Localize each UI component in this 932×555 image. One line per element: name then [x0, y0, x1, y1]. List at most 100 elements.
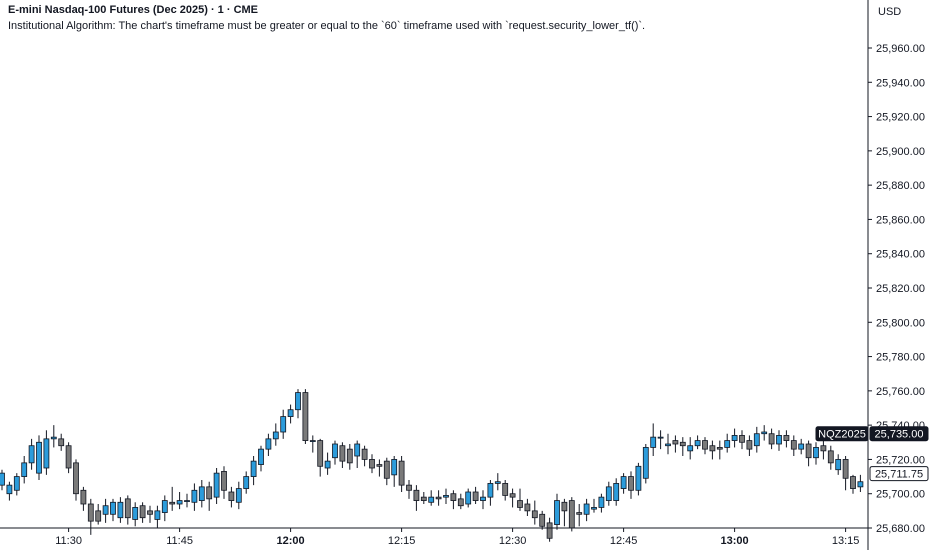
candle-body-up — [761, 431, 768, 435]
candle-body-down — [472, 491, 479, 501]
candle — [0, 469, 5, 491]
candle-body-down — [206, 486, 213, 500]
price-label-box — [869, 466, 929, 482]
candle-body-down — [509, 493, 516, 498]
candle-body-down — [80, 489, 87, 505]
candle — [65, 442, 72, 474]
candle-body-up — [21, 462, 28, 477]
price-tick-label: 25,960.00 — [876, 43, 925, 55]
candle — [332, 440, 338, 465]
candle — [58, 433, 65, 451]
candle-body-up — [598, 496, 605, 508]
candle-body-up — [43, 438, 50, 469]
candle — [243, 471, 250, 494]
candle-body-up — [694, 440, 701, 447]
candle — [287, 404, 294, 424]
candle-body-down — [87, 503, 94, 522]
candle — [798, 438, 805, 455]
currency-label[interactable]: USD — [878, 6, 902, 18]
candle-body-up — [835, 459, 842, 471]
candle — [620, 473, 627, 494]
time-tick-label: 12:30 — [499, 535, 527, 547]
candle — [850, 474, 856, 494]
candle — [235, 481, 242, 510]
candle — [813, 442, 819, 465]
candle — [117, 497, 124, 523]
candle-body-down — [450, 493, 457, 501]
candle — [628, 471, 634, 499]
candle-body-up — [13, 476, 20, 491]
candle — [21, 456, 28, 484]
candle — [783, 430, 790, 448]
candle-body-down — [842, 459, 849, 479]
candle-body-up — [176, 500, 183, 505]
candle-body-down — [702, 440, 708, 450]
candle — [346, 444, 353, 470]
candle-body-up — [613, 483, 620, 501]
candle-body-up — [243, 476, 250, 489]
candle — [317, 438, 324, 477]
price-tick-label: 25,820.00 — [876, 283, 925, 295]
candle-body-down — [679, 441, 686, 447]
candle-body-down — [139, 505, 146, 519]
candle — [258, 445, 264, 472]
price-tick-label: 25,860.00 — [876, 214, 925, 226]
candle — [13, 473, 20, 496]
candle-body-up — [287, 409, 294, 417]
candle — [583, 498, 590, 522]
candle-body-down — [672, 440, 679, 445]
candle-body-up — [272, 431, 279, 440]
price-tick-label: 25,840.00 — [876, 249, 925, 261]
candle — [302, 389, 309, 444]
candle — [43, 430, 50, 475]
candle — [768, 428, 775, 450]
candle-body-up — [635, 465, 642, 491]
candle-body-up — [591, 507, 597, 510]
candle-body-up — [494, 481, 501, 484]
candle-body-down — [65, 445, 72, 469]
candle-body-down — [546, 522, 553, 539]
price-tick-label: 25,920.00 — [876, 112, 925, 124]
candle-body-down — [147, 510, 153, 515]
candle — [746, 435, 753, 456]
candle — [6, 481, 13, 501]
candle — [213, 468, 220, 504]
candle — [28, 438, 35, 470]
price-label: 25,711.75 — [875, 469, 923, 481]
candle — [443, 488, 449, 504]
price-labels-layer: NQZ2025 25,735.00 25,711.75 — [815, 426, 929, 482]
time-tick-label: 12:45 — [610, 535, 638, 547]
candle — [361, 445, 368, 467]
candle — [576, 504, 583, 527]
candle-body-down — [73, 462, 79, 495]
candle-body-up — [605, 486, 612, 501]
candle — [642, 444, 649, 484]
symbol-label: NQZ2025 — [818, 429, 866, 441]
candle-body-down — [746, 440, 753, 450]
candle — [494, 473, 501, 491]
candle-body-up — [265, 438, 272, 450]
price-tick-label: 25,800.00 — [876, 317, 925, 329]
candle — [657, 430, 664, 450]
candle — [524, 498, 531, 516]
candle — [354, 440, 361, 468]
candle — [272, 423, 279, 446]
candle-body-down — [790, 440, 797, 450]
price-tick-label: 25,760.00 — [876, 386, 925, 398]
candle — [827, 445, 834, 470]
candle-body-down — [524, 503, 531, 512]
candle — [339, 442, 346, 468]
candle — [531, 500, 538, 525]
candle-body-down — [739, 435, 745, 443]
time-tick-label: 11:30 — [55, 535, 82, 547]
candle — [376, 459, 383, 477]
candle-body-up — [813, 447, 819, 459]
candle — [679, 437, 686, 456]
candle-body-up — [250, 460, 257, 477]
price-label-box — [869, 426, 929, 442]
time-tick-label: 12:00 — [277, 535, 305, 547]
candle — [820, 440, 827, 460]
